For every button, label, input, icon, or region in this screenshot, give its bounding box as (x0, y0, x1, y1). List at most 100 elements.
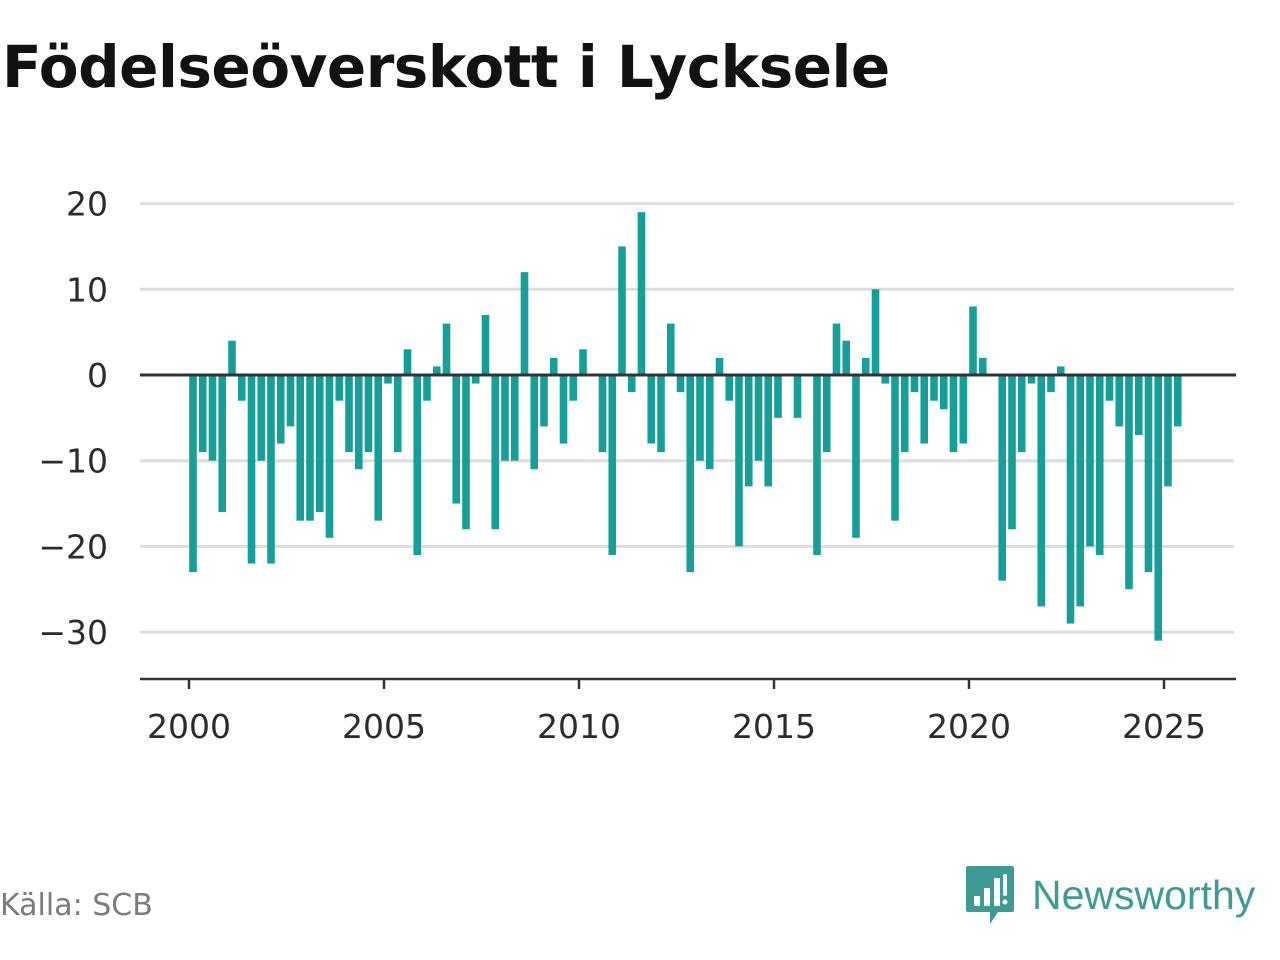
bar (1164, 375, 1172, 487)
bar (579, 349, 587, 375)
bar (442, 323, 451, 375)
bar (198, 375, 207, 453)
bar (247, 375, 256, 564)
y-tick-label: 0 (87, 356, 108, 395)
bar (354, 375, 363, 470)
bar (315, 375, 324, 513)
brand-name: Newsworthy (1032, 871, 1256, 918)
bar (1017, 375, 1026, 453)
bar (1144, 375, 1153, 573)
bar (501, 375, 509, 461)
bar (1125, 375, 1133, 590)
x-tick-label: 2005 (342, 707, 426, 746)
bar (959, 375, 968, 444)
bar (276, 375, 285, 444)
bar (618, 246, 626, 375)
y-axis-ticks: 20 10 0 −10 −20 −30 (38, 185, 108, 652)
bar (676, 375, 685, 393)
bar (705, 375, 714, 470)
x-tick-label: 2015 (732, 707, 816, 746)
bar (403, 349, 412, 375)
bar (540, 375, 548, 427)
bar (267, 375, 275, 564)
bar (822, 375, 831, 453)
bar (842, 340, 851, 375)
brand-logo[interactable]: Newsworthy (964, 864, 1255, 926)
bar (569, 375, 578, 401)
bar (735, 375, 743, 547)
bar (1086, 375, 1094, 547)
chart-title: Födelseöverskott i Lycksele (2, 33, 890, 101)
bar (520, 272, 529, 375)
bar (530, 375, 539, 470)
bar (813, 375, 821, 555)
bar (413, 375, 422, 555)
bar (666, 323, 675, 375)
bar (364, 375, 373, 453)
bar (774, 375, 782, 418)
bar (881, 375, 890, 384)
bar (423, 375, 431, 401)
bar (608, 375, 617, 555)
bar (189, 375, 197, 573)
bar (969, 306, 977, 375)
bar (686, 375, 695, 573)
bar (228, 340, 236, 375)
x-tick-label: 2020 (927, 707, 1011, 746)
y-tick-label: 10 (66, 270, 108, 309)
bar (696, 375, 704, 461)
bar (559, 375, 568, 444)
bar (715, 357, 724, 375)
bar (920, 375, 929, 444)
bar (481, 315, 490, 375)
bar (1037, 375, 1046, 607)
bar (1066, 375, 1075, 624)
bar (793, 375, 802, 418)
bar (764, 375, 773, 487)
bar (627, 375, 636, 393)
bar (471, 375, 480, 384)
bar (647, 375, 656, 444)
bar (1076, 375, 1085, 607)
bar (1095, 375, 1104, 555)
bar (374, 375, 383, 521)
bar (939, 375, 948, 410)
bar (725, 375, 734, 401)
bar (891, 375, 899, 521)
bar (598, 375, 607, 453)
bar (754, 375, 763, 461)
bar (657, 375, 665, 453)
bar (744, 375, 753, 487)
bar (1027, 375, 1036, 384)
bar (510, 375, 519, 461)
bar (1008, 375, 1016, 530)
newsworthy-logo-icon (966, 866, 1014, 924)
bar (325, 375, 334, 538)
bar (296, 375, 305, 521)
bar (257, 375, 266, 461)
bar (949, 375, 958, 453)
bar (1134, 375, 1143, 435)
x-tick-label: 2025 (1122, 707, 1206, 746)
bar (978, 357, 987, 375)
bar (1047, 375, 1055, 393)
bar (900, 375, 909, 453)
bar (208, 375, 217, 461)
y-tick-label: 20 (66, 185, 108, 224)
x-tick-label: 2010 (537, 707, 621, 746)
bar (1173, 375, 1182, 427)
bar (549, 357, 558, 375)
bar (432, 366, 441, 375)
bar (998, 375, 1007, 581)
bar (237, 375, 246, 401)
bar (491, 375, 500, 530)
bar (335, 375, 344, 401)
bar (345, 375, 353, 453)
y-tick-label: −20 (38, 527, 108, 566)
bar (1115, 375, 1124, 427)
bar (910, 375, 919, 393)
y-tick-label: −30 (38, 613, 108, 652)
source-note: Källa: SCB (0, 888, 153, 923)
bar (871, 289, 880, 375)
